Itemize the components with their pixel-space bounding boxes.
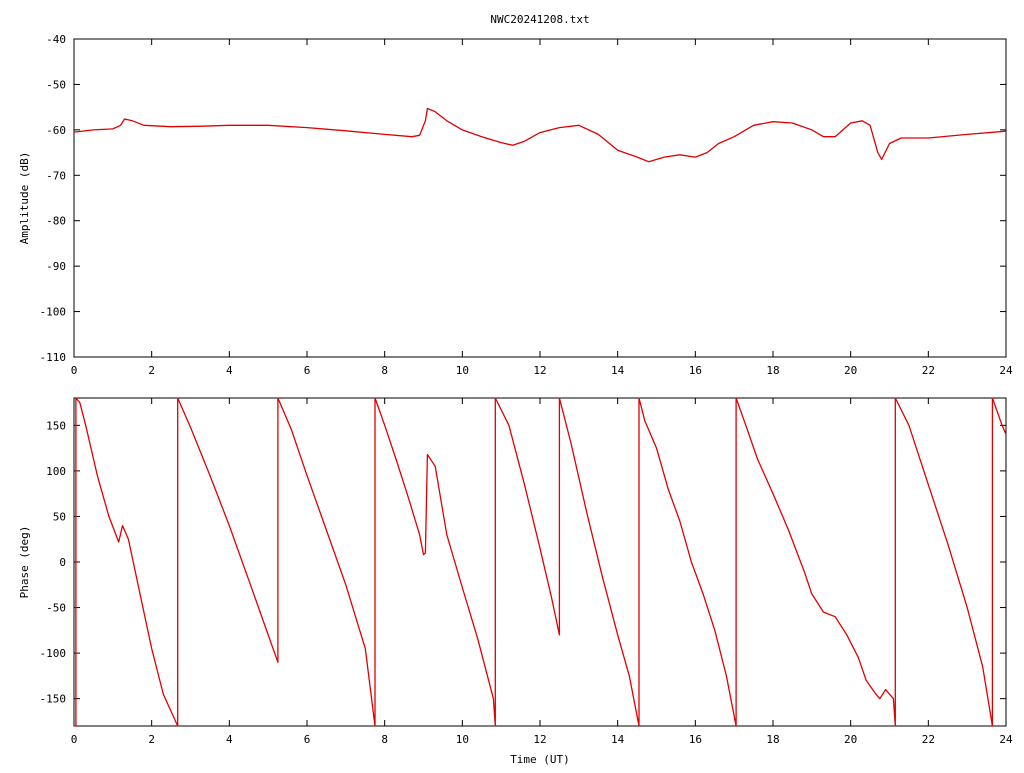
amplitude-y-axis-label: Amplitude (dB) bbox=[18, 152, 31, 245]
phase-y-tick-label: 150 bbox=[46, 419, 66, 432]
amplitude-x-tick-label: 20 bbox=[844, 364, 857, 377]
amplitude-x-tick-label: 12 bbox=[533, 364, 546, 377]
amplitude-x-tick-label: 10 bbox=[456, 364, 469, 377]
phase-x-tick-label: 6 bbox=[304, 733, 311, 746]
phase-x-tick-label: 22 bbox=[922, 733, 935, 746]
phase-y-tick-label: 100 bbox=[46, 465, 66, 478]
amplitude-x-tick-label: 24 bbox=[999, 364, 1013, 377]
amplitude-y-tick-label: -70 bbox=[46, 169, 66, 182]
amplitude-y-tick-label: -100 bbox=[40, 306, 67, 319]
phase-x-tick-label: 0 bbox=[71, 733, 78, 746]
phase-x-tick-label: 10 bbox=[456, 733, 469, 746]
phase-y-tick-label: -100 bbox=[40, 647, 67, 660]
amplitude-x-tick-label: 0 bbox=[71, 364, 78, 377]
amplitude-y-tick-label: -60 bbox=[46, 124, 66, 137]
amplitude-x-tick-label: 8 bbox=[381, 364, 388, 377]
chart-title: NWC20241208.txt bbox=[490, 13, 589, 26]
phase-y-tick-label: 0 bbox=[59, 556, 66, 569]
amplitude-x-tick-label: 2 bbox=[148, 364, 155, 377]
phase-series-line bbox=[74, 397, 1007, 727]
phase-x-axis-label: Time (UT) bbox=[510, 753, 570, 766]
amplitude-y-tick-label: -50 bbox=[46, 78, 66, 91]
phase-x-tick-label: 14 bbox=[611, 733, 625, 746]
phase-y-axis-label: Phase (deg) bbox=[18, 526, 31, 599]
phase-plot: Phase (deg) Time (UT) 0 2 4 6 8 10 12 14 16 18 20 2… bbox=[18, 397, 1013, 766]
amplitude-x-tick-label: 22 bbox=[922, 364, 935, 377]
amplitude-plot-frame bbox=[73, 38, 1007, 358]
phase-y-tick-label: -50 bbox=[46, 602, 66, 615]
phase-y-tick-label: 50 bbox=[53, 510, 66, 523]
phase-x-tick-label: 16 bbox=[689, 733, 702, 746]
phase-y-tick-label: -150 bbox=[40, 693, 67, 706]
amplitude-x-tick-label: 16 bbox=[689, 364, 702, 377]
amplitude-y-tick-label: -80 bbox=[46, 215, 66, 228]
amplitude-plot: Amplitude (dB) 0 2 4 6 8 10 12 14 16 18 20 22 24-40-… bbox=[18, 33, 1013, 377]
amplitude-x-tick-label: 14 bbox=[611, 364, 625, 377]
phase-x-tick-label: 18 bbox=[766, 733, 779, 746]
phase-x-tick-label: 24 bbox=[999, 733, 1013, 746]
phase-x-tick-label: 2 bbox=[148, 733, 155, 746]
amplitude-x-tick-label: 4 bbox=[226, 364, 233, 377]
amplitude-y-tick-label: -40 bbox=[46, 33, 66, 46]
phase-x-tick-label: 12 bbox=[533, 733, 546, 746]
amplitude-y-tick-label: -110 bbox=[40, 351, 67, 364]
phase-x-tick-label: 8 bbox=[381, 733, 388, 746]
phase-x-tick-label: 4 bbox=[226, 733, 233, 746]
phase-plot-frame bbox=[73, 397, 1007, 727]
amplitude-x-tick-label: 6 bbox=[304, 364, 311, 377]
amplitude-x-tick-label: 18 bbox=[766, 364, 779, 377]
phase-x-tick-label: 20 bbox=[844, 733, 857, 746]
amplitude-series-line bbox=[73, 107, 1007, 163]
amplitude-y-tick-label: -90 bbox=[46, 260, 66, 273]
